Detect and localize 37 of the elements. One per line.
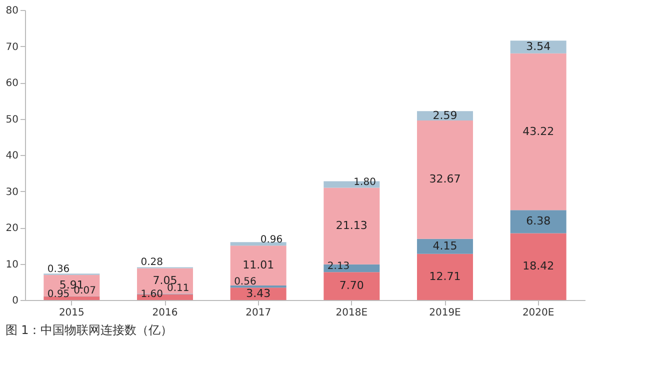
y-tick-label: 80 [6,6,18,16]
x-tick-label: 2019E [429,308,461,318]
data-label: 0.56 [234,276,256,288]
data-label: 0.36 [47,264,70,275]
x-tick-label: 2018E [336,308,368,318]
data-label: 1.60 [140,289,163,300]
data-label: 32.67 [429,172,461,186]
y-tick-label: 40 [6,150,18,162]
data-label: 21.13 [336,219,368,232]
y-tick-label: 30 [6,186,18,198]
y-tick-label: 10 [6,259,18,270]
y-tick-label: 50 [6,114,18,126]
data-label: 12.71 [429,270,461,283]
data-label: 0.11 [167,283,190,294]
data-label: 18.42 [522,260,554,273]
data-label: 3.54 [526,40,551,54]
data-label: 11.01 [242,258,274,272]
x-tick-label: 2015 [58,308,84,318]
data-label: 6.38 [526,214,551,228]
data-label: 7.70 [339,279,364,292]
data-label: 0.95 [47,289,70,300]
data-label: 3.43 [246,286,271,300]
data-label: 2.13 [327,261,350,272]
data-label: 2.59 [432,108,458,122]
data-label: 0.96 [260,234,283,246]
caption: 图 1：中国物联网连接数（亿） [5,323,173,337]
data-label: 1.80 [354,176,376,188]
data-label: 4.15 [432,239,458,252]
y-tick-label: 60 [6,78,18,89]
data-label: 0.28 [140,257,163,268]
y-tick-label: 70 [6,42,18,53]
x-tick-label: 2017 [246,308,272,318]
x-tick-label: 2020E [522,308,554,318]
y-tick-label: 20 [6,223,18,234]
x-tick-label: 2016 [152,308,178,318]
y-tick-label: 0 [12,296,18,306]
data-label: 43.22 [522,124,554,138]
